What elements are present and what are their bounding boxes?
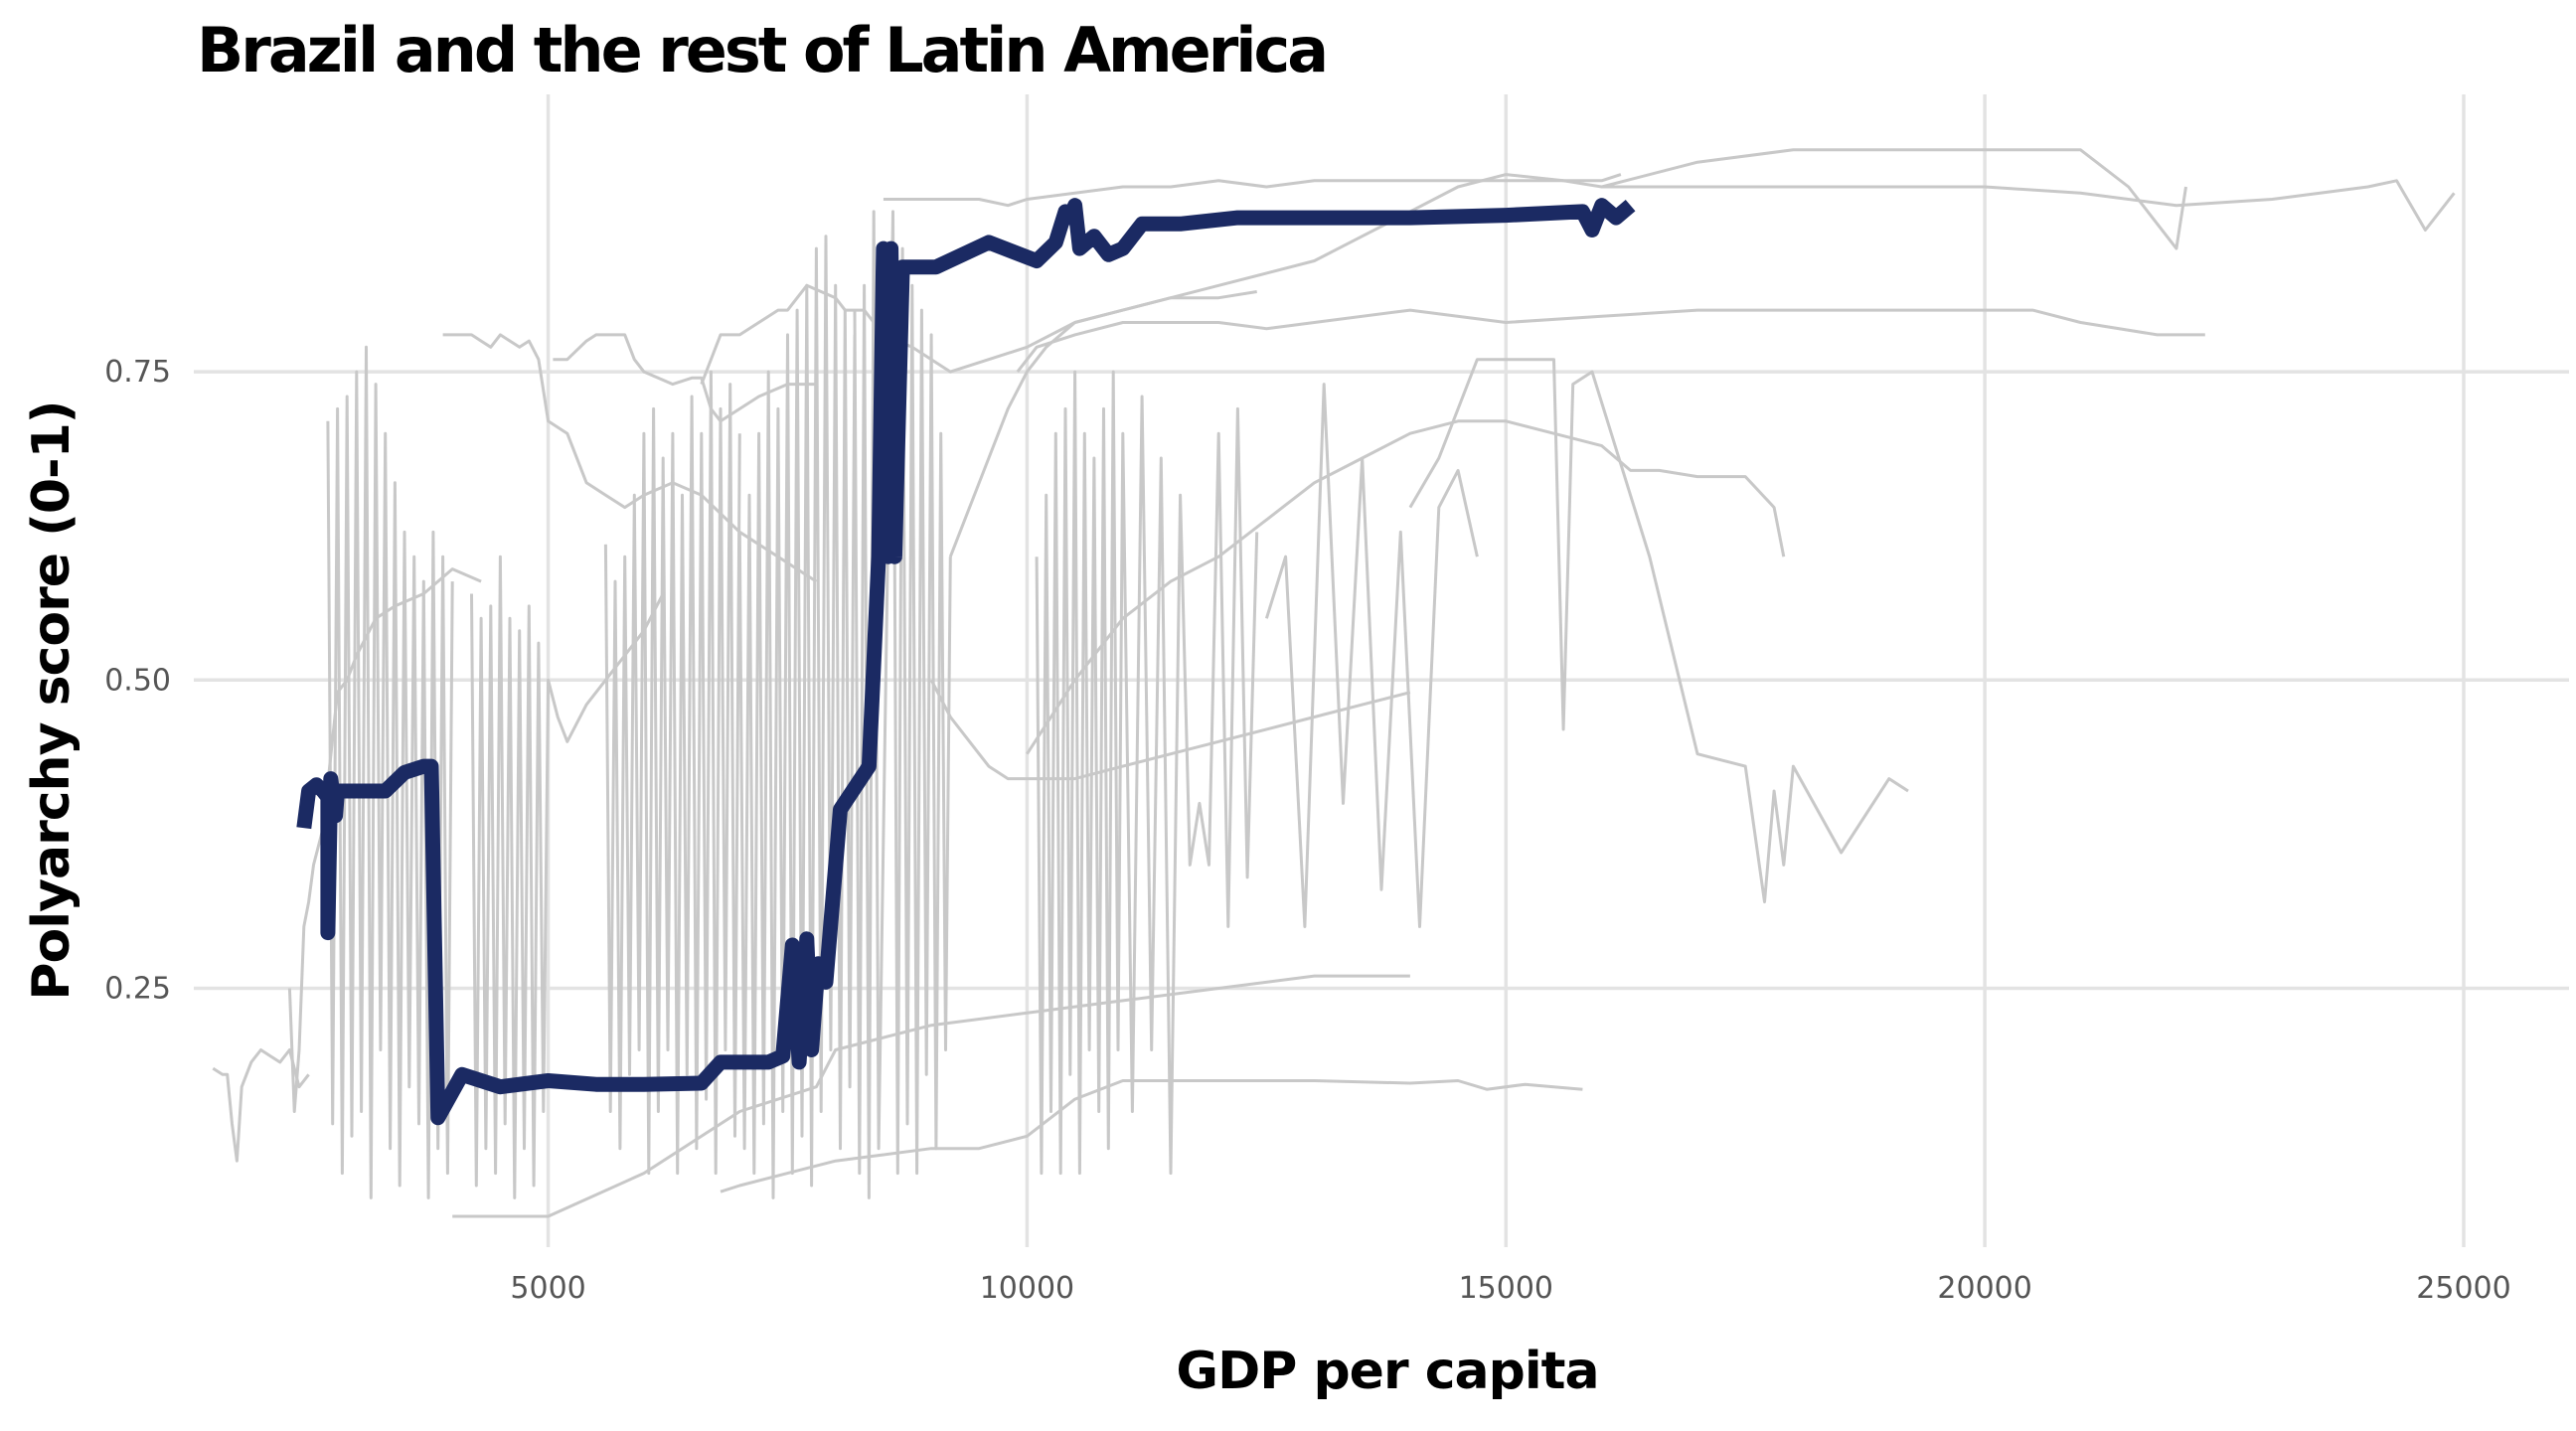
background-series-line: [553, 333, 817, 423]
x-axis-title: GDP per capita: [1176, 1342, 1599, 1401]
highlight-series-line: [296, 198, 1636, 1126]
highlight-series-group: [296, 198, 1636, 1126]
y-tick-label: 0.25: [104, 971, 171, 1006]
y-axis-ticks: 0.25 0.50 0.75: [104, 355, 171, 1006]
background-series-line: [720, 1079, 1583, 1193]
background-series-line: [737, 235, 857, 1199]
background-series-line: [1264, 383, 1479, 928]
x-tick-label: 5000: [510, 1271, 585, 1306]
background-series-line: [700, 283, 1257, 386]
background-series-line: [470, 555, 665, 1199]
background-series-line: [603, 370, 741, 1176]
background-series-line: [929, 679, 1411, 781]
x-tick-label: 25000: [2416, 1271, 2510, 1306]
background-series-line: [1035, 370, 1259, 1176]
background-series-line: [1601, 179, 2456, 232]
background-series-line: [212, 1048, 310, 1163]
background-series-line: [326, 345, 454, 1199]
grid-lines: [194, 94, 2569, 1247]
background-country-series: [212, 148, 2456, 1218]
background-series-line: [1026, 419, 1786, 755]
x-tick-label: 20000: [1937, 1271, 2031, 1306]
chart-title: Brazil and the rest of Latin America: [197, 14, 1329, 86]
background-series-line: [883, 173, 1622, 208]
x-tick-label: 10000: [980, 1271, 1074, 1306]
y-tick-label: 0.50: [104, 663, 171, 698]
x-tick-label: 15000: [1459, 1271, 1553, 1306]
y-tick-label: 0.75: [104, 355, 171, 390]
y-axis-title: Polyarchy score (0-1): [22, 400, 81, 1001]
background-series-line: [1016, 308, 2205, 374]
x-axis-ticks: 5000 10000 15000 20000 25000: [510, 1271, 2510, 1306]
background-series-line: [452, 974, 1410, 1218]
background-series-line: [1408, 358, 1909, 904]
